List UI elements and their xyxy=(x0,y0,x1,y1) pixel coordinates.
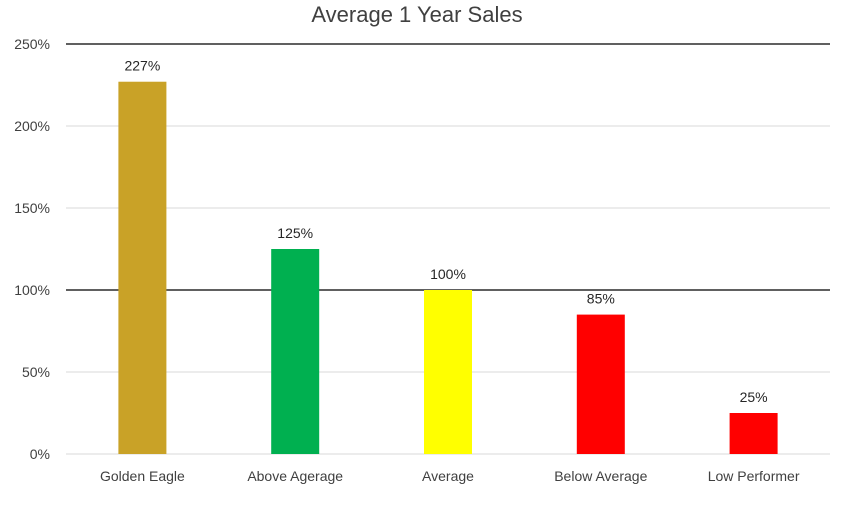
x-category-label: Golden Eagle xyxy=(100,468,185,484)
x-category-label: Low Performer xyxy=(708,468,800,484)
bar-average xyxy=(424,290,472,454)
y-tick-label: 0% xyxy=(30,446,50,462)
data-label: 227% xyxy=(124,58,160,74)
y-tick-label: 250% xyxy=(14,36,50,52)
bar-low-performer xyxy=(729,413,778,454)
bar-above-agerage xyxy=(271,249,320,454)
chart-title: Average 1 Year Sales xyxy=(311,2,522,27)
y-axis-tick-labels: 0% 50% 100% 150% 200% 250% xyxy=(14,36,50,462)
x-category-label: Average xyxy=(422,468,474,484)
x-category-label: Above Agerage xyxy=(247,468,343,484)
data-label: 100% xyxy=(430,266,466,282)
y-tick-label: 150% xyxy=(14,200,50,216)
y-tick-label: 100% xyxy=(14,282,50,298)
data-label: 85% xyxy=(587,291,615,307)
y-tick-label: 50% xyxy=(22,364,50,380)
x-axis-category-labels: Golden Eagle Above Agerage Average Below Av… xyxy=(100,468,800,484)
bar-golden-eagle xyxy=(118,81,167,454)
bars xyxy=(118,81,778,454)
bar-below-average xyxy=(576,314,625,454)
data-label: 125% xyxy=(277,225,313,241)
y-tick-label: 200% xyxy=(14,118,50,134)
data-labels: 227% 125% 100% 85% 25% xyxy=(124,58,767,405)
data-label: 25% xyxy=(740,389,768,405)
x-category-label: Below Average xyxy=(554,468,647,484)
